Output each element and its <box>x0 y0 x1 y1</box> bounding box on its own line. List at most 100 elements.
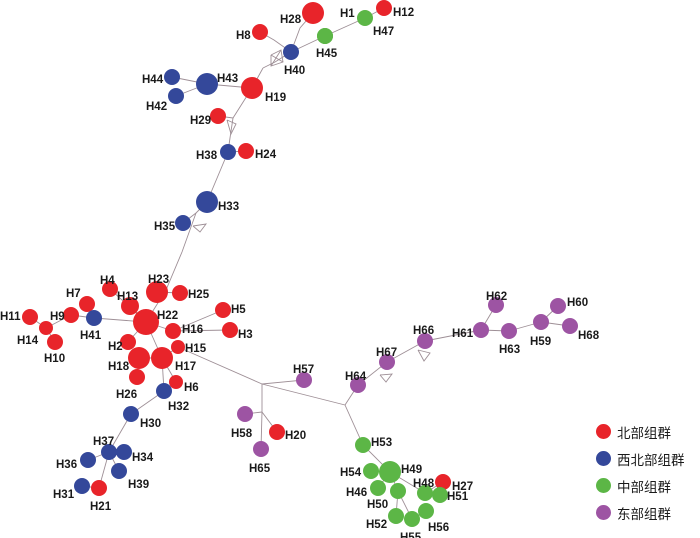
haplotype-label-h1: H1 <box>340 8 355 20</box>
haplotype-node-h26 <box>129 369 145 385</box>
haplotype-label-h28: H28 <box>280 14 302 26</box>
legend-item-north: 北部组群 <box>596 418 700 445</box>
haplotype-node-h47 <box>357 10 373 26</box>
haplotype-label-h58: H58 <box>231 428 253 440</box>
legend-label-north: 北部组群 <box>617 425 671 442</box>
haplotype-node-h27 <box>435 474 451 490</box>
haplotype-label-h6: H6 <box>184 382 199 394</box>
haplotype-node-h45 <box>317 28 333 44</box>
haplotype-label-h13: H13 <box>117 291 138 303</box>
haplotype-node-h65 <box>253 441 269 457</box>
network-edge <box>165 212 197 291</box>
haplotype-node-h36 <box>80 452 96 468</box>
haplotype-label-h8: H8 <box>236 30 251 42</box>
haplotype-node-h34 <box>116 444 132 460</box>
haplotype-label-h57: H57 <box>293 364 314 376</box>
haplotype-node-h25 <box>172 285 188 301</box>
haplotype-node-h64 <box>350 377 366 393</box>
haplotype-node-h61 <box>473 322 489 338</box>
haplotype-node-h43 <box>196 73 218 95</box>
haplotype-node-h40 <box>283 44 299 60</box>
haplotype-label-h12: H12 <box>393 7 414 19</box>
haplotype-label-h30: H30 <box>140 418 161 430</box>
haplotype-node-h44 <box>164 69 180 85</box>
haplotype-node-h21 <box>91 480 107 496</box>
haplotype-node-h48 <box>417 485 433 501</box>
haplotype-node-h4 <box>102 281 118 297</box>
haplotype-node-h18 <box>128 347 150 369</box>
haplotype-node-h28 <box>302 2 324 24</box>
haplotype-label-h27: H27 <box>452 481 473 493</box>
haplotype-label-h38: H38 <box>196 150 218 162</box>
haplotype-label-h56: H56 <box>428 522 449 534</box>
legend-swatch-east <box>596 505 611 520</box>
haplotype-label-h61: H61 <box>452 328 474 340</box>
haplotype-label-h29: H29 <box>190 115 211 127</box>
haplotype-label-h35: H35 <box>154 221 176 233</box>
haplotype-node-h30 <box>123 406 139 422</box>
haplotype-label-h59: H59 <box>530 336 551 348</box>
haplotype-node-h42 <box>168 88 184 104</box>
legend-item-northwest: 西北部组群 <box>596 445 700 472</box>
haplotype-label-h48: H48 <box>413 478 435 490</box>
legend-label-east: 东部组群 <box>617 506 671 523</box>
haplotype-node-h3 <box>222 322 238 338</box>
haplotype-node-h53 <box>355 437 371 453</box>
haplotype-node-h52 <box>388 508 404 524</box>
legend: 北部组群 西北部组群 中部组群 东部组群 <box>596 418 700 526</box>
haplotype-label-h62: H62 <box>486 291 507 303</box>
haplotype-node-h62 <box>488 297 504 313</box>
haplotype-node-h49 <box>379 461 401 483</box>
haplotype-label-h20: H20 <box>285 430 306 442</box>
haplotype-node-h15 <box>171 340 185 354</box>
haplotype-node-h35 <box>175 215 191 231</box>
haplotype-label-h14: H14 <box>17 335 39 347</box>
haplotype-node-h67 <box>379 354 395 370</box>
haplotype-label-h31: H31 <box>53 489 75 501</box>
haplotype-label-h21: H21 <box>90 501 112 513</box>
haplotype-node-h51 <box>432 487 448 503</box>
haplotype-label-h34: H34 <box>132 452 154 464</box>
haplotype-node-h24 <box>238 143 254 159</box>
network-edge <box>226 119 237 136</box>
legend-label-central: 中部组群 <box>617 479 671 496</box>
haplotype-node-h12 <box>376 0 392 16</box>
haplotype-node-h20 <box>269 424 285 440</box>
haplotype-node-h32 <box>156 383 172 399</box>
haplotype-label-h54: H54 <box>340 467 362 479</box>
haplotype-node-h41 <box>86 310 102 326</box>
haplotype-label-h50: H50 <box>367 499 388 511</box>
haplotype-label-h43: H43 <box>217 73 238 85</box>
haplotype-node-h29 <box>210 108 226 124</box>
haplotype-label-h44: H44 <box>142 74 164 86</box>
haplotype-node-h2 <box>120 334 136 350</box>
haplotype-node-h9 <box>63 307 79 323</box>
legend-swatch-north <box>596 424 611 439</box>
haplotype-node-h57 <box>296 372 312 388</box>
haplotype-label-h41: H41 <box>80 330 102 342</box>
haplotype-label-h15: H15 <box>185 343 207 355</box>
haplotype-label-h32: H32 <box>168 401 189 413</box>
legend-item-central: 中部组群 <box>596 472 700 499</box>
network-edge <box>417 349 431 362</box>
haplotype-label-h23: H23 <box>148 274 169 286</box>
haplotype-label-h66: H66 <box>413 325 434 337</box>
haplotype-label-h46: H46 <box>346 487 367 499</box>
network-labels: H1 H2 H3 H4 H5 H6 H7 H8 H9 H10 H11 H12 H13 H14 H15 H16 H… <box>0 7 600 538</box>
haplotype-label-h9: H9 <box>50 311 65 323</box>
haplotype-node-h16 <box>165 323 181 339</box>
haplotype-label-h63: H63 <box>499 344 520 356</box>
haplotype-label-h10: H10 <box>44 353 65 365</box>
haplotype-label-h18: H18 <box>108 361 130 373</box>
haplotype-label-h55: H55 <box>400 532 422 538</box>
haplotype-node-h50 <box>390 483 406 499</box>
haplotype-label-h47: H47 <box>373 26 394 38</box>
haplotype-node-h38 <box>220 144 236 160</box>
haplotype-label-h5: H5 <box>231 304 246 316</box>
haplotype-node-h5 <box>215 302 231 318</box>
haplotype-label-h49: H49 <box>401 464 422 476</box>
haplotype-label-h37: H37 <box>93 436 114 448</box>
haplotype-node-h37 <box>101 444 117 460</box>
haplotype-label-h60: H60 <box>567 297 588 309</box>
haplotype-node-h63 <box>501 323 517 339</box>
